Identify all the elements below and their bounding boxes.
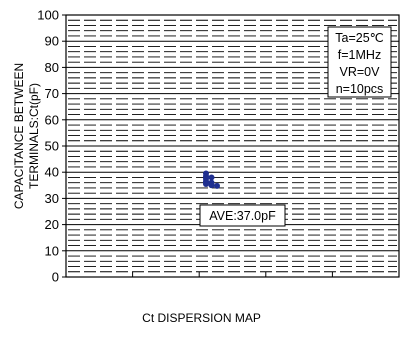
y-axis-title: CAPACITANCE BETWEEN [12, 63, 26, 209]
y-tick-label: 10 [45, 243, 59, 258]
average-label: AVE:37.0pF [209, 209, 276, 223]
x-axis-title: Ct DISPERSION MAP [142, 311, 261, 325]
y-tick-label: 20 [45, 217, 59, 232]
y-tick-label: 0 [52, 270, 59, 285]
y-tick-label: 100 [37, 8, 59, 23]
data-point [208, 182, 215, 189]
y-axis-title: TERMINALS:Ct(pF) [27, 83, 41, 189]
y-tick-label: 90 [45, 34, 59, 49]
y-tick-label: 80 [45, 60, 59, 75]
condition-text: f=1MHz [338, 48, 381, 62]
condition-text: Ta=25℃ [335, 31, 383, 45]
y-tick-label: 50 [45, 139, 59, 154]
data-point [203, 179, 209, 186]
data-point [208, 174, 215, 181]
condition-text: n=10pcs [336, 82, 384, 96]
data-point [214, 182, 220, 189]
y-tick-label: 60 [45, 112, 59, 127]
conditions-box [327, 26, 392, 98]
y-tick-label: 30 [45, 191, 59, 206]
y-tick-label: 40 [45, 165, 59, 180]
condition-text: VR=0V [340, 65, 381, 79]
y-tick-label: 70 [45, 86, 59, 101]
average-box [199, 204, 286, 227]
